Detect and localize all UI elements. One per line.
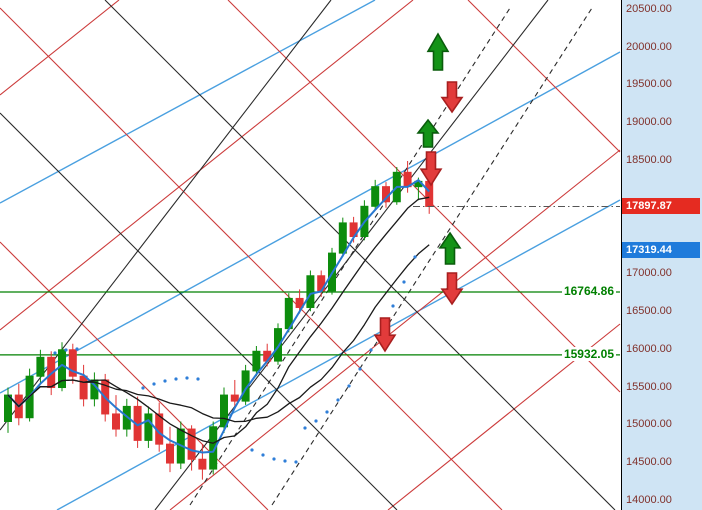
sar-dot [185,376,189,380]
candle [338,217,347,257]
sar-dot [347,384,351,388]
red-trend-line[interactable] [467,0,621,153]
candle [112,395,120,437]
candle [306,270,315,312]
red-trend-line[interactable] [0,0,414,331]
sar-dot [272,457,276,461]
sar-dot [53,351,57,355]
candles-layer [4,160,434,480]
sar-dot [325,410,329,414]
candle [144,406,153,448]
candle [79,364,88,407]
red-trend-line[interactable] [0,7,503,510]
sar-dot [369,348,373,352]
sar-dot [402,280,406,284]
blue-trend-line[interactable] [0,0,376,204]
sar-dot [141,386,145,390]
fast-blue-ma [7,179,430,454]
red-trend-line[interactable] [169,149,621,510]
candle [90,372,99,407]
signal-arrows-layer[interactable] [373,32,464,353]
sar-dot [152,382,156,386]
axis-price-label: 16500.00 [626,305,672,317]
sar-dot [303,426,307,430]
red-trend-line[interactable] [0,241,269,510]
down-arrow-annotation[interactable] [440,81,464,114]
up-arrow-annotation[interactable] [426,32,450,71]
sar-dot [358,367,362,371]
candle [403,160,412,193]
down-arrow-annotation[interactable] [373,317,397,353]
sar-dot [64,348,68,352]
candle [187,425,196,471]
candle [295,289,304,314]
candlestick-chart[interactable] [0,0,621,510]
down-arrow-annotation[interactable] [440,272,464,306]
candle [166,426,174,473]
up-arrow-annotation[interactable] [438,231,462,265]
candle [198,444,207,480]
axis-price-label: 14500.00 [626,456,672,469]
sar-dot [283,459,287,463]
red-trend-line[interactable] [227,0,621,393]
axis-price-label: 20500.00 [626,2,672,15]
sar-dot [294,460,298,464]
sar-dot [174,377,178,381]
dashed-black-trend-line[interactable] [271,7,593,506]
slow-black-ma [7,244,430,423]
sar-dots-layer [53,255,417,464]
candle [68,343,77,384]
blue-trend-line[interactable] [0,51,621,394]
sar-dot [391,304,395,308]
candle [252,345,261,377]
candle [209,421,218,475]
moving-averages-layer [7,179,430,454]
sar-dot [196,377,200,381]
candle [274,323,282,365]
sar-dot [336,398,340,402]
axis-price-label: 15500.00 [626,380,672,393]
price-alert-label-upper: 16764.86 [561,284,616,298]
candle [155,402,164,452]
last-price-badge: 17897.87 [622,198,700,215]
axis-price-label: 16000.00 [626,342,672,355]
reference-price-badge: 17319.44 [622,242,700,259]
sar-dot [75,347,79,351]
axis-price-label: 15000.00 [626,418,672,431]
axis-price-label: 19500.00 [626,78,672,91]
axis-price-label: 20000.00 [626,40,672,53]
sar-dot [163,379,167,383]
up-arrow-annotation[interactable] [416,118,440,148]
sar-dot [413,255,417,259]
trend-lines-layer[interactable] [0,0,621,510]
candle [328,247,336,295]
candle [241,364,250,405]
sar-dot [250,448,254,452]
axis-price-label: 18500.00 [626,153,672,166]
axis-price-label: 14000.00 [626,493,672,506]
axis-price-label: 19000.00 [626,116,672,129]
candle [371,179,380,211]
price-alert-label-lower: 15932.05 [561,346,616,361]
black-trend-line[interactable] [104,0,616,510]
sar-dot [314,419,318,423]
candle [230,379,239,407]
black-trend-line[interactable] [0,112,398,510]
candle [220,387,228,433]
candle [4,387,12,433]
sar-dot [261,453,265,457]
candle [36,349,45,384]
red-trend-line[interactable] [0,0,120,96]
down-arrow-annotation[interactable] [419,151,443,187]
axis-price-label: 17000.00 [626,267,672,280]
